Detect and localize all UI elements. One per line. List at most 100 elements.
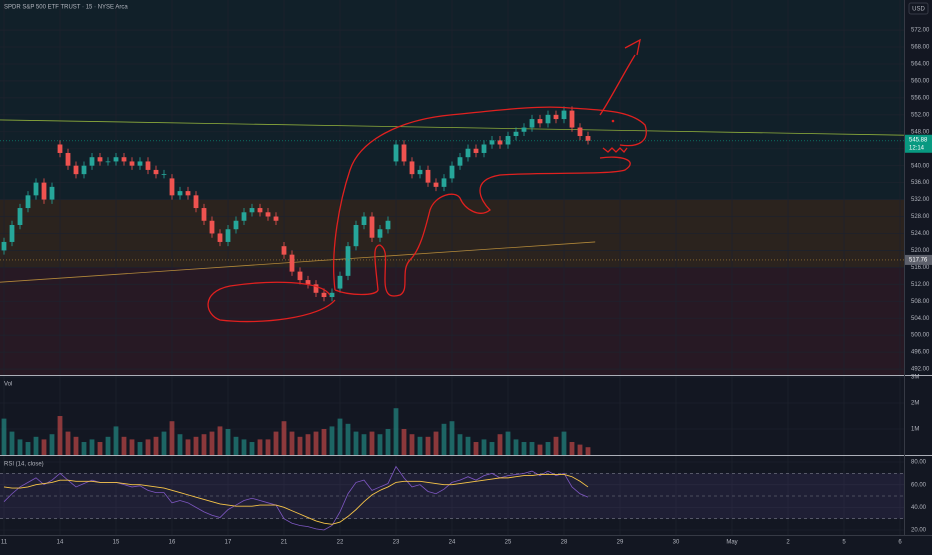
- candle-body: [321, 292, 327, 298]
- volume-bar: [177, 434, 183, 455]
- candle-body: [185, 191, 191, 196]
- volume-bar: [329, 426, 335, 455]
- candle-body: [273, 216, 279, 221]
- x-tick-label: 22: [337, 540, 344, 546]
- candle-body: [225, 229, 231, 242]
- volume-bar: [289, 431, 295, 455]
- volume-bar: [385, 429, 391, 455]
- volume-bar: [465, 436, 471, 455]
- y-tick-label: 532.00: [911, 197, 930, 203]
- candle-body: [441, 178, 447, 187]
- volume-bar: [561, 431, 567, 455]
- x-tick-label: 30: [673, 540, 680, 546]
- y-tick-label: 80.00: [911, 460, 927, 466]
- annotation-eye: [611, 119, 615, 123]
- candle-body: [385, 220, 391, 230]
- volume-bar: [377, 434, 383, 455]
- y-tick-label: 536.00: [911, 180, 930, 186]
- y-tick-label: 568.00: [911, 45, 930, 51]
- y-tick-label: 504.00: [911, 316, 930, 322]
- y-tick-label: 60.00: [911, 482, 927, 488]
- volume-title: Vol: [4, 382, 12, 388]
- volume-bar: [57, 416, 63, 455]
- candle-body: [449, 165, 455, 179]
- candle-body: [241, 212, 247, 221]
- volume-bar: [489, 442, 495, 455]
- volume-bar: [193, 436, 199, 455]
- candle-body: [337, 275, 343, 289]
- annotation-drawing: [207, 38, 647, 323]
- volume-bar: [1, 418, 7, 455]
- candle-body: [425, 169, 431, 183]
- x-tick-label: 15: [113, 540, 120, 546]
- candle-body: [201, 208, 207, 221]
- chart-title: SPDR S&P 500 ETF TRUST · 15 · NYSE Arca: [4, 5, 128, 11]
- volume-bar: [49, 434, 55, 455]
- candle-body: [193, 195, 199, 209]
- y-tick-label: 560.00: [911, 79, 930, 85]
- x-tick-label: 23: [393, 540, 400, 546]
- y-tick-label: 2M: [911, 401, 919, 407]
- candle-body: [177, 191, 183, 196]
- volume-bar: [113, 426, 119, 455]
- candle-body: [113, 157, 119, 162]
- volume-bar: [369, 431, 375, 455]
- volume-bar: [233, 436, 239, 455]
- volume-bar: [161, 431, 167, 455]
- candle-body: [497, 140, 503, 145]
- x-tick-label: 25: [505, 540, 512, 546]
- y-tick-label: 500.00: [911, 333, 930, 339]
- y-tick-label: 520.00: [911, 248, 930, 254]
- volume-bar: [105, 436, 111, 455]
- candle-body: [313, 284, 319, 293]
- volume-bar: [345, 423, 351, 455]
- candle-body: [553, 114, 559, 120]
- x-tick-label: 17: [225, 540, 232, 546]
- volume-bar: [121, 436, 127, 455]
- volume-bar: [145, 439, 151, 455]
- candle-body: [393, 144, 399, 162]
- volume-bar: [569, 442, 575, 455]
- candle-body: [345, 246, 351, 276]
- rsi-ma-line: [3, 474, 589, 525]
- volume-bar: [153, 436, 159, 455]
- candle-body: [377, 229, 383, 238]
- candle-body: [417, 169, 423, 175]
- candle-body: [57, 144, 63, 153]
- volume-bar: [281, 421, 287, 455]
- y-tick-label: 3M: [911, 375, 919, 381]
- candle-body: [481, 144, 487, 153]
- y-tick-label: 572.00: [911, 28, 930, 34]
- candle-body: [249, 208, 255, 213]
- x-tick-label: 11: [1, 540, 8, 546]
- x-tick-label: 5: [842, 540, 846, 546]
- volume-bar: [137, 442, 143, 455]
- candle-body: [489, 140, 495, 145]
- volume-bar: [9, 431, 15, 455]
- candle-body: [1, 241, 7, 251]
- volume-bar: [273, 431, 279, 455]
- ref-price-tag: [905, 254, 932, 265]
- volume-bar: [537, 444, 543, 455]
- y-tick-label: 508.00: [911, 299, 930, 305]
- candle-body: [89, 157, 95, 166]
- candle-body: [473, 148, 479, 153]
- candle-body: [41, 182, 47, 200]
- candle-body: [281, 246, 287, 255]
- candle-body: [529, 119, 535, 128]
- y-tick-label: 524.00: [911, 231, 930, 237]
- candle-body: [585, 136, 591, 141]
- candle-body: [513, 131, 519, 137]
- volume-bar: [425, 436, 431, 455]
- y-tick-label: 516.00: [911, 265, 930, 271]
- volume-bar: [129, 439, 135, 455]
- candle-body: [353, 225, 359, 247]
- candle-body: [329, 292, 335, 298]
- currency[interactable]: USD: [912, 7, 925, 13]
- candle-body: [17, 208, 23, 225]
- currency-box[interactable]: [908, 2, 929, 15]
- volume-bar: [433, 431, 439, 455]
- candle-body: [305, 280, 311, 285]
- volume-bar: [201, 434, 207, 455]
